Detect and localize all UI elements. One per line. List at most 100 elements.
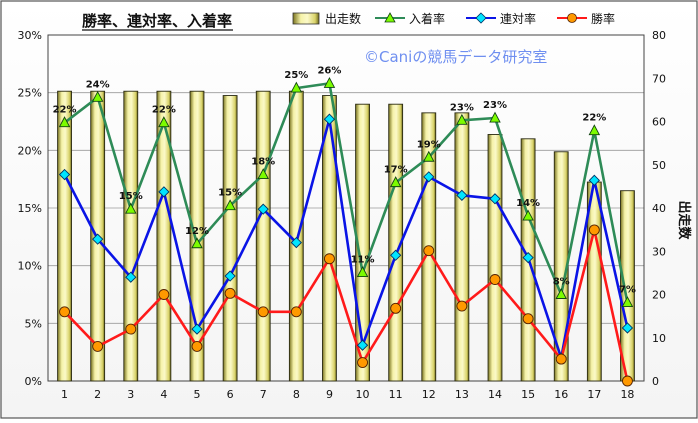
point-勝率 (290, 306, 302, 318)
point-入着率 (555, 288, 567, 299)
bar (487, 134, 503, 382)
point-入着率 (257, 168, 269, 180)
y-right-tick-label: 20 (652, 289, 666, 302)
x-tick-label: 1 (61, 388, 68, 401)
point-勝率 (224, 287, 236, 299)
bar (255, 90, 271, 382)
legend-label-bars: 出走数 (325, 11, 361, 26)
x-tick-label: 10 (356, 388, 370, 401)
y-right-tick-label: 10 (652, 332, 666, 345)
point-入着率 (58, 116, 71, 128)
bar (57, 90, 72, 382)
point-勝率 (555, 353, 567, 365)
y-right-tick-label: 60 (652, 116, 666, 129)
point-入着率 (323, 76, 336, 88)
x-tick-label: 8 (293, 388, 300, 401)
y-right-tick-label: 40 (652, 202, 666, 215)
series-line-入着率 (63, 82, 629, 303)
bar (222, 95, 238, 382)
y-left-tick-label: 10% (18, 260, 42, 273)
chart-title: 勝率、連対率、入着率 (82, 12, 232, 30)
bar (123, 90, 139, 382)
data-label: 25% (284, 70, 308, 81)
data-label: 19% (417, 139, 441, 150)
point-連対率 (290, 236, 302, 249)
x-tick-label: 4 (160, 388, 167, 401)
legend-entry-bars: 出走数 (292, 11, 361, 26)
point-連対率 (125, 271, 137, 283)
point-連対率 (489, 193, 501, 205)
point-入着率 (158, 116, 170, 128)
y-left-tick-label: 0% (25, 375, 42, 388)
point-入着率 (125, 202, 137, 214)
data-label: 18% (251, 157, 275, 168)
x-tick-label: 11 (389, 388, 403, 401)
data-label: 11% (351, 255, 375, 266)
point-勝率 (489, 274, 501, 285)
point-入着率 (456, 113, 468, 125)
data-label: 22% (582, 113, 606, 124)
point-勝率 (423, 245, 435, 257)
data-label: 7% (619, 285, 636, 296)
y-left-tick-label: 15% (18, 202, 42, 215)
y-right-tick-label: 50 (652, 159, 666, 172)
data-label: 15% (119, 191, 143, 202)
legend-marker-入着率 (384, 12, 396, 23)
y-left-tick-label: 25% (18, 87, 42, 100)
x-tick-label: 7 (260, 388, 267, 401)
point-勝率 (621, 375, 633, 387)
point-連対率 (58, 168, 71, 181)
point-連対率 (456, 189, 468, 201)
point-勝率 (59, 306, 71, 318)
data-label: 23% (483, 100, 507, 111)
series-line-勝率 (63, 228, 629, 382)
point-連対率 (588, 174, 600, 186)
plot-area (47, 34, 645, 382)
data-label: 12% (185, 226, 209, 237)
point-勝率 (92, 340, 104, 352)
point-勝率 (522, 313, 534, 325)
data-label: 15% (218, 188, 242, 199)
legend-label-連対率: 連対率 (500, 11, 536, 26)
point-連対率 (323, 113, 336, 125)
point-勝率 (191, 340, 203, 352)
bar (454, 112, 470, 382)
point-連対率 (224, 270, 236, 282)
point-連対率 (356, 339, 369, 351)
legend-label-入着率: 入着率 (409, 11, 445, 26)
y-right-tick-label: 30 (652, 245, 666, 258)
point-連対率 (92, 233, 104, 245)
series-line-連対率 (63, 117, 629, 360)
point-連対率 (423, 171, 435, 183)
bar (156, 90, 172, 382)
x-tick-label: 12 (422, 388, 436, 401)
point-入着率 (290, 81, 303, 93)
point-勝率 (125, 323, 137, 335)
y-left-tick-label: 30% (18, 29, 42, 42)
point-勝率 (257, 306, 269, 318)
point-勝率 (357, 357, 369, 368)
point-連対率 (522, 251, 534, 264)
point-勝率 (390, 302, 402, 314)
point-連対率 (158, 186, 170, 198)
y-right-label: 出走数 (676, 200, 692, 240)
legend-entry-連対率: 連対率 (466, 11, 536, 26)
data-label: 22% (152, 105, 176, 116)
point-勝率 (323, 253, 335, 265)
data-label: 23% (450, 102, 474, 113)
bar (322, 95, 337, 382)
x-tick-label: 16 (554, 388, 568, 401)
y-right-tick-label: 80 (652, 29, 666, 42)
legend-entry-入着率: 入着率 (375, 11, 445, 26)
point-入着率 (356, 266, 369, 278)
point-入着率 (91, 90, 104, 102)
point-入着率 (522, 209, 534, 221)
point-入着率 (389, 176, 402, 188)
point-連対率 (390, 249, 402, 261)
x-tick-label: 6 (227, 388, 234, 401)
data-label: 22% (53, 105, 77, 116)
